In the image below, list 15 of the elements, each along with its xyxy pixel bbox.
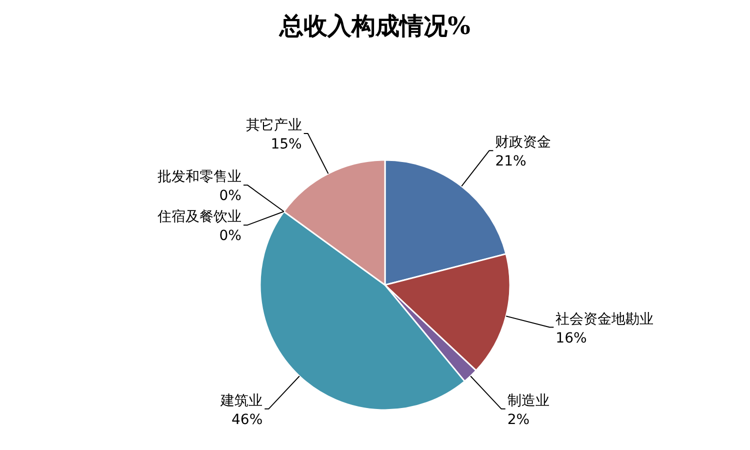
slice-label: 社会资金地勘业 bbox=[556, 311, 654, 328]
slice-label: 财政资金 bbox=[495, 134, 552, 151]
slice-label: 建筑业 bbox=[220, 392, 263, 409]
text: 0% bbox=[219, 228, 242, 244]
data-label: 15% bbox=[270, 136, 302, 153]
data-label: 46% bbox=[232, 412, 263, 428]
slice-label: 其它产业 bbox=[246, 118, 302, 134]
data-label: 21% bbox=[495, 154, 526, 170]
slice-label: 制造业 bbox=[507, 392, 550, 409]
text: 0% bbox=[219, 188, 242, 204]
data-label: 16% bbox=[556, 330, 587, 346]
legend-label: 住宿及餐饮业 bbox=[156, 209, 242, 226]
data-label: 2% bbox=[507, 412, 530, 428]
category-label: 批发和零售业 bbox=[157, 169, 242, 186]
chart-title: 总收入构成情况% bbox=[278, 11, 471, 40]
